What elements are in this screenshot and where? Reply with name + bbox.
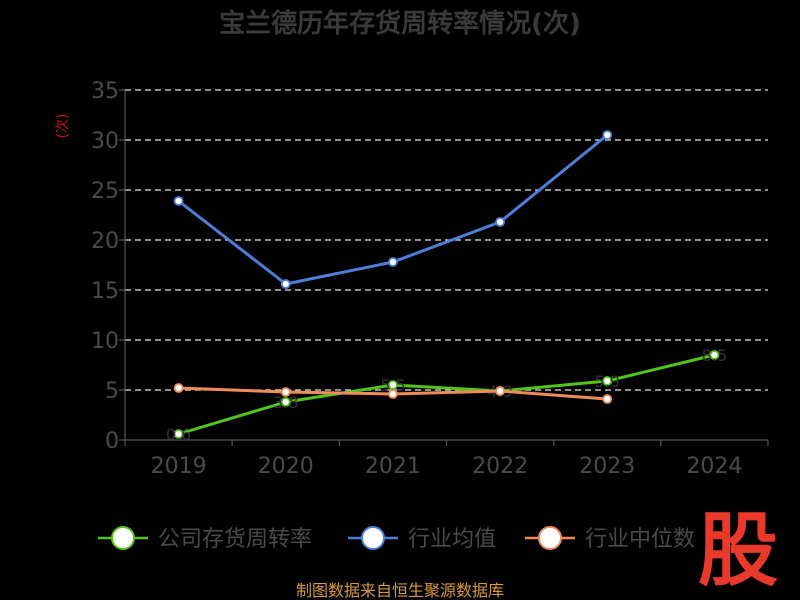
chart-title: 宝兰德历年存货周转率情况(次) [219,8,581,39]
data-label: 3.8 [273,393,298,412]
legend-marker [111,526,135,550]
data-point [173,196,184,206]
legend-marker [361,526,385,550]
data-label: 8.5 [702,346,727,365]
legend: 公司存货周转率 行业均值 行业中位数 [98,526,695,552]
data-point [709,350,720,360]
x-tick-label: 2019 [151,454,207,479]
series-2 [173,383,613,404]
y-tick-label: 20 [91,229,119,254]
data-point [602,376,613,386]
legend-label: 公司存货周转率 [158,527,312,552]
series-line [178,353,715,436]
data-point [280,387,291,397]
y-tick-label: 35 [91,79,119,104]
legend-item-2: 行业中位数 [525,526,695,552]
y-axis-label: (次) [55,114,71,139]
watermark: 股 [698,504,778,597]
y-tick-label: 0 [105,429,119,454]
data-point [602,394,613,404]
y-tick-label: 30 [91,129,119,154]
series-1 [173,130,613,289]
legend-marker [538,526,562,550]
y-tick-label: 25 [91,179,119,204]
x-tick-label: 2024 [686,454,742,479]
data-point [280,397,291,407]
data-point [173,429,184,439]
data-label: 5.9 [595,372,620,391]
legend-item-0: 公司存货周转率 [98,526,312,552]
data-point [495,386,505,396]
y-tick-label: 10 [91,329,119,354]
y-tick-label: 15 [91,279,119,304]
data-label: 0.6 [166,425,191,444]
grid-layer [125,89,768,391]
x-tick-label: 2020 [258,454,314,479]
legend-label: 行业均值 [408,527,496,552]
data-label: 5.5 [380,376,405,395]
data-point [173,383,184,393]
legend-item-1: 行业均值 [348,526,496,552]
data-point [388,389,398,399]
series-0: 0.63.85.54.95.98.5 [166,346,727,444]
data-point [388,257,398,267]
x-tick-label: 2022 [472,454,528,479]
series-layer: 0.63.85.54.95.98.5 [166,130,727,444]
data-point [280,279,291,289]
data-point [388,380,398,390]
source-text: 制图数据来自恒生聚源数据库 [296,581,504,600]
x-tick-label: 2021 [365,454,421,479]
axis-layer: 0 5 10 15 20 25 30 35 2019 2020 2021 2022 2023 2024 [91,79,769,479]
legend-label: 行业中位数 [585,527,695,552]
y-tick-label: 5 [105,379,119,404]
data-point [602,130,613,140]
x-tick-label: 2023 [579,454,635,479]
data-point [495,217,505,227]
